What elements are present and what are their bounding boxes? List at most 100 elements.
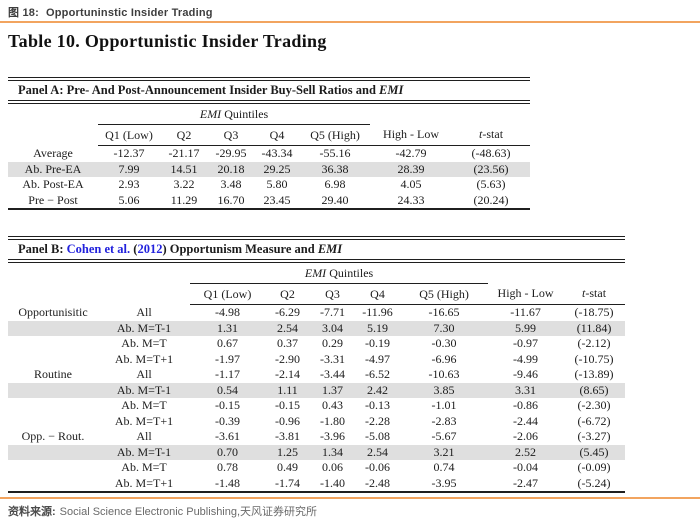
value-cell: -3.81 [275,429,300,444]
value-cell: (5.63) [476,177,506,192]
value-cell: 3.85 [400,382,489,398]
figure-caption: 图 18: Opportuninstic Insider Trading [8,4,213,20]
row-label: Ab. M=T+1 [114,413,174,428]
value-cell: -2.28 [365,413,390,428]
spacer-cell [8,125,98,146]
row-label: All [136,305,152,319]
value-cell: -16.65 [428,305,460,320]
value-cell: -1.40 [320,475,345,490]
value-cell: -43.34 [261,146,293,161]
value-cell: 29.25 [254,161,300,177]
value-cell: 23.45 [263,192,291,207]
row-label: Average [33,146,73,160]
row-group-label [8,320,98,336]
column-header: t-stat [563,283,626,305]
value-cell: -3.95 [431,475,457,490]
column-header: Q4 [254,124,300,146]
value-cell: -4.98 [215,305,240,320]
table-row: Average -12.37 -21.17 -29.95 -43.34 -55.16 -42… [8,146,530,162]
value-cell: 5.99 [488,320,564,336]
column-header: High - Low [488,283,564,305]
panel-b-title: Panel B: Cohen et al. (2012) Opportunism… [8,240,625,259]
row-group-label [8,352,98,368]
top-accent-rule [0,21,700,23]
spacer-cell [8,104,98,125]
value-cell: -6.29 [275,305,300,320]
row-label: Pre − Post [28,192,78,207]
bottom-accent-rule [0,497,700,499]
value-cell: 1.11 [265,382,310,398]
table-row: Opp. − Rout. All -3.61 -3.81 -3.96 -5.08 -5.67… [8,429,625,445]
table-bottom-rule [8,208,530,210]
value-cell: (-5.24) [577,475,611,490]
table-row: Routine All -1.17 -2.14 -3.44 -6.52 -10.63 -9.4… [8,367,625,383]
value-cell: 1.31 [190,320,265,336]
value-cell: (-2.30) [577,398,611,413]
value-cell: 0.29 [322,336,343,351]
value-cell: 0.67 [217,336,238,351]
value-cell: -0.15 [215,398,240,413]
value-cell: -7.71 [320,305,345,320]
value-cell: -10.63 [428,367,460,382]
spacer-cell [488,263,563,284]
value-cell: 29.40 [321,192,349,207]
panel-b: Panel B: Cohen et al. (2012) Opportunism… [8,236,626,493]
value-cell: -1.17 [215,367,240,382]
citation-link[interactable]: Cohen et al. [66,242,131,256]
value-cell: -3.31 [320,351,345,366]
column-header: Q3 [310,283,355,305]
value-cell: 3.31 [488,382,564,398]
column-header: Q5 (High) [300,124,371,146]
panel-title-text: ) [162,242,170,256]
row-label: Ab. M=T-1 [98,444,190,460]
value-cell: 1.25 [265,444,310,460]
value-cell: 24.33 [397,192,425,207]
value-cell: -2.90 [275,351,300,366]
value-cell: -0.19 [365,336,390,351]
row-label: Ab. Pre-EA [8,161,98,177]
table-row: Ab. M=T+1 -1.97 -2.90 -3.31 -4.97 -6.96 -4.99 (… [8,352,625,368]
value-cell: -1.97 [215,351,240,366]
value-cell: (-3.27) [577,429,611,444]
table-row: Ab. M=T 0.78 0.49 0.06 -0.06 0.74 -0.04 (-0.09) [8,460,625,476]
value-cell: -0.30 [431,336,457,351]
value-cell: 0.49 [277,460,298,475]
source-text: Social Science Electronic Publishing,天风证… [59,506,318,518]
value-cell: -55.16 [319,146,351,161]
value-cell: -0.04 [513,460,539,475]
value-cell: -0.86 [513,398,539,413]
value-cell: -1.01 [431,398,457,413]
citation-year-link[interactable]: 2012 [137,242,163,256]
column-header: Q3 [208,124,254,146]
column-header: Q2 [265,283,310,305]
value-cell: -0.15 [275,398,300,413]
value-cell: 28.39 [370,161,453,177]
value-cell: -2.47 [513,475,539,490]
row-group-label [8,444,98,460]
row-group-label [8,476,98,492]
value-cell: 7.30 [400,320,489,336]
value-cell: -0.97 [513,336,539,351]
row-group-label [8,460,98,476]
table-row: Ab. M=T+1 -0.39 -0.96 -1.80 -2.28 -2.83 -2.44 (… [8,414,625,430]
column-header-row: Q1 (Low) Q2 Q3 Q4 Q5 (High) High - Low t-stat [8,283,626,305]
row-group-label: Routine [34,367,72,382]
table-row: Pre − Post 5.06 11.29 16.70 23.45 29.40 24.33 (… [8,193,530,209]
value-cell: -5.08 [365,429,390,444]
table-bottom-rule [8,491,625,493]
panel-title-text: ( [130,242,138,256]
panel-title-text: Panel A: Pre- And Post-Announcement Insi… [18,83,380,97]
value-cell: -1.80 [320,413,345,428]
value-cell: -4.99 [513,351,539,366]
value-cell: 1.34 [310,444,355,460]
row-group-label: Opp. − Rout. [21,429,85,444]
figure-caption-title: Opportuninstic Insider Trading [45,7,213,19]
value-cell: -11.96 [362,305,393,320]
value-cell: 5.19 [355,320,400,336]
emi-quintiles-row: EMI Quintiles [8,104,530,125]
row-group-label [8,398,98,414]
value-cell: -0.13 [365,398,390,413]
column-header: Q4 [355,283,400,305]
row-group-label [8,336,98,352]
panel-title-text: Panel B: [18,242,67,256]
